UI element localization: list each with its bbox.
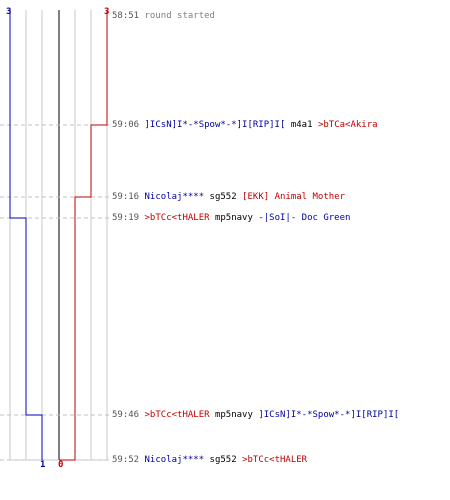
weapon-name: m4a1: [290, 120, 313, 130]
kill-event-row: 59:46 >bTCc<tHALER mp5navy ]ICsN]I*-*Spo…: [112, 410, 399, 420]
kill-event-row: 59:06 ]ICsN]I*-*Spow*-*]I[RIP]I[ m4a1 >b…: [112, 120, 378, 130]
event-time: 59:16: [112, 192, 140, 202]
blue-team-start-count: 3: [6, 7, 12, 17]
event-time: 59:06: [112, 120, 140, 130]
victim-name: >bTCc<tHALER: [242, 455, 308, 465]
kill-event-row: 59:19 >bTCc<tHALER mp5navy -|SoI|- Doc G…: [112, 213, 350, 223]
weapon-name: sg552: [209, 192, 237, 202]
red-team-alive-line: [59, 10, 108, 461]
event-time: 59:52: [112, 455, 140, 465]
killer-name: Nicolaj****: [144, 192, 205, 202]
event-guide-lines: [0, 124, 110, 461]
victim-name: -|SoI|- Doc Green: [258, 213, 351, 223]
red-team-start-count: 3: [104, 7, 110, 17]
blue-team-alive-line: [9, 10, 43, 460]
killer-name: >bTCc<tHALER: [144, 410, 210, 420]
red-team-end-count: 0: [58, 460, 64, 470]
victim-name: [EKK] Animal Mother: [242, 192, 346, 202]
weapon-name: mp5navy: [214, 213, 253, 223]
event-time: 59:46: [112, 410, 140, 420]
killer-name: Nicolaj****: [144, 455, 205, 465]
victim-name: >bTCa<Akira: [317, 120, 378, 130]
event-row: 58:51 round started: [112, 11, 215, 21]
event-time: 59:19: [112, 213, 140, 223]
kill-event-row: 59:16 Nicolaj**** sg552 [EKK] Animal Mot…: [112, 192, 345, 202]
weapon-name: sg552: [209, 455, 237, 465]
event-text: round started: [144, 11, 215, 21]
event-time: 58:51: [112, 11, 140, 21]
killer-name: >bTCc<tHALER: [144, 213, 210, 223]
victim-name: ]ICsN]I*-*Spow*-*]I[RIP]I[: [258, 410, 400, 420]
blue-team-end-count: 1: [40, 460, 46, 470]
weapon-name: mp5navy: [214, 410, 253, 420]
killer-name: ]ICsN]I*-*Spow*-*]I[RIP]I[: [144, 120, 286, 130]
timeline-grid: [9, 10, 108, 461]
kill-event-row: 59:52 Nicolaj**** sg552 >bTCc<tHALER: [112, 455, 307, 465]
